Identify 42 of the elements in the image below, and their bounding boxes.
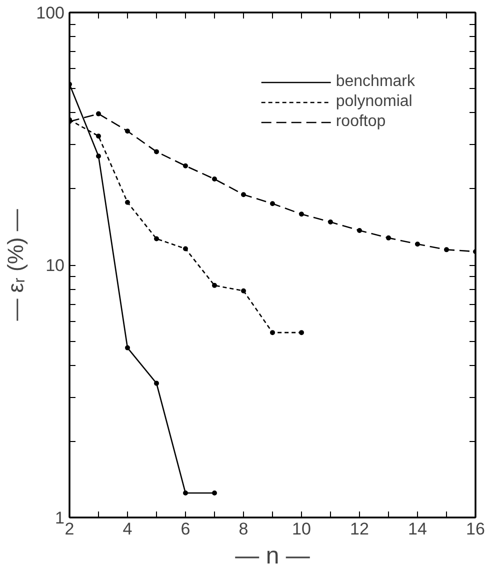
x-tick-label: 8 [238, 520, 248, 538]
point [328, 220, 333, 225]
y-tick-label: 100 [36, 4, 65, 22]
point [212, 282, 217, 288]
point [212, 176, 217, 182]
y-tick-label: 10 [46, 256, 65, 275]
x-tick-label: 6 [180, 520, 190, 538]
x-tick-label: 2 [64, 520, 74, 538]
x-tick-label: 12 [350, 520, 369, 538]
x-tick-label: 10 [292, 520, 311, 538]
x-tick-label: 14 [408, 520, 427, 538]
point [96, 134, 101, 139]
point [444, 247, 449, 252]
x-tick-label: 4 [122, 520, 132, 538]
point [270, 330, 275, 336]
point [212, 490, 217, 496]
point [357, 228, 362, 233]
x-axis-title: — n — [235, 542, 310, 570]
point [183, 163, 188, 168]
point [386, 235, 391, 240]
point [154, 149, 159, 154]
point [125, 128, 130, 134]
point [241, 192, 246, 198]
point [183, 246, 188, 252]
legend-label: rooftop [336, 113, 386, 131]
legend-label: polynomial [336, 93, 412, 111]
x-tick-label: 16 [466, 520, 485, 538]
y-axis-title: — εᵣ (%) — [3, 209, 28, 321]
point [96, 154, 101, 159]
point [154, 236, 159, 242]
y-tick-label: 1 [55, 508, 65, 528]
point [154, 380, 159, 386]
point [125, 345, 130, 350]
point [270, 201, 275, 206]
point [299, 330, 304, 336]
point [299, 212, 304, 217]
point [96, 111, 101, 116]
point [125, 200, 130, 205]
legend-label: benchmark [336, 73, 415, 91]
point [241, 288, 246, 294]
point [183, 490, 188, 496]
point [415, 242, 420, 247]
